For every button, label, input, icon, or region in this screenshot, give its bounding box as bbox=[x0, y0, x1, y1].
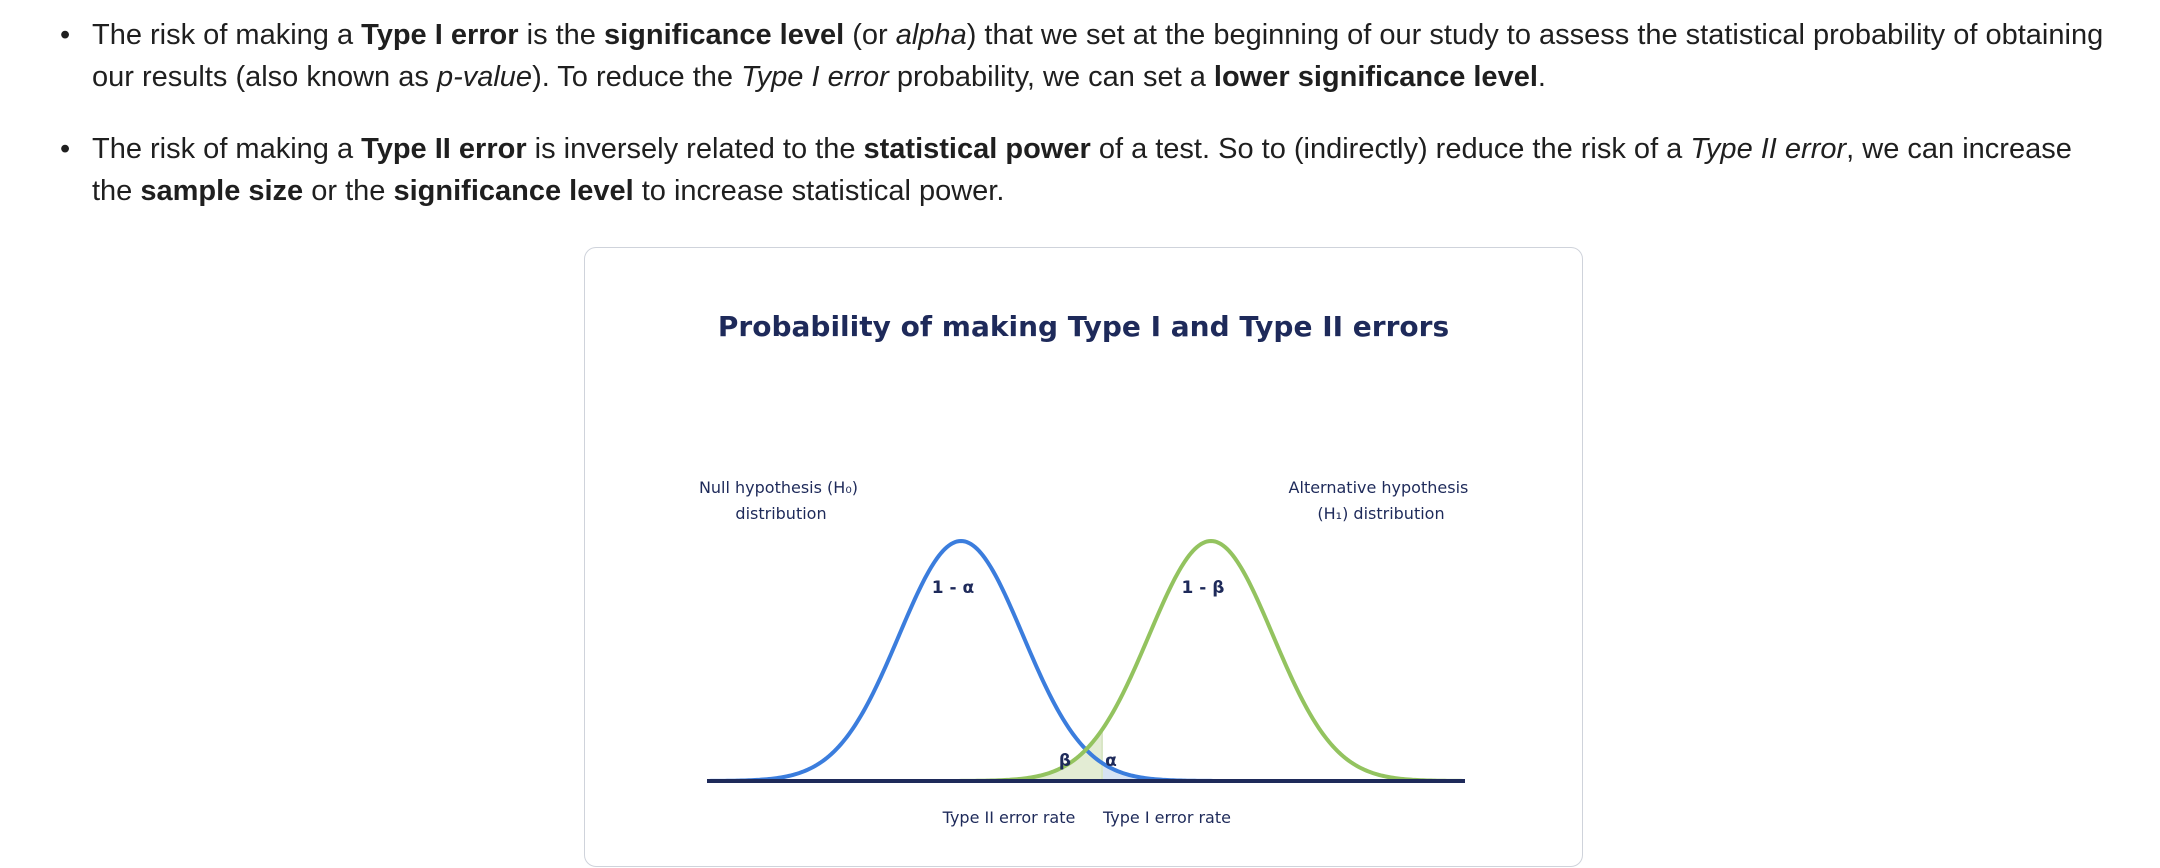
text-run: . bbox=[1537, 61, 1546, 93]
italic-term: Type II error bbox=[1690, 133, 1847, 165]
text-run: ) that we set at the beginning of our st… bbox=[92, 19, 2104, 93]
error-distribution-diagram: Null hypothesis (H₀) distribution Altern… bbox=[699, 478, 1474, 827]
bold-term: Type I error bbox=[361, 19, 519, 51]
alternative-distribution-label: Alternative hypothesis (H₁) distribution bbox=[1289, 478, 1474, 523]
text-run: (or bbox=[844, 19, 896, 51]
null-distribution-curve bbox=[706, 538, 1225, 783]
beta-symbol: β bbox=[1059, 751, 1071, 771]
text-run: to increase statistical power. bbox=[633, 175, 1005, 207]
alpha-symbol: α bbox=[1105, 751, 1117, 771]
null-distribution-label: Null hypothesis (H₀) distribution bbox=[699, 478, 863, 523]
figure-card: Probability of making Type I and Type II… bbox=[584, 247, 1583, 867]
bullet-text: The risk of making a Type I error is the… bbox=[92, 19, 2103, 93]
text-run: or the bbox=[303, 175, 394, 207]
bullet-list: • The risk of making a Type I error is t… bbox=[60, 0, 2120, 207]
bullet-item-type-ii: • The risk of making a Type II error is … bbox=[60, 128, 2120, 212]
text-run: is the bbox=[518, 19, 604, 51]
italic-term: alpha bbox=[895, 19, 967, 51]
type-i-error-rate-label: Type I error rate bbox=[1102, 808, 1231, 827]
bullet-dot: • bbox=[60, 19, 71, 51]
figure-title: Probability of making Type I and Type II… bbox=[717, 310, 1450, 343]
bullet-text: The risk of making a Type II error is in… bbox=[92, 133, 2072, 207]
text-run: of a test. So to (indirectly) reduce the… bbox=[1090, 133, 1691, 165]
one-minus-alpha-label: 1 - α bbox=[932, 578, 974, 598]
italic-term: Type I error bbox=[741, 61, 889, 93]
beta-area bbox=[965, 731, 1102, 781]
bold-term: lower significance level bbox=[1213, 61, 1538, 93]
text-run: , we can increase the bbox=[92, 133, 2072, 207]
bullet-dot: • bbox=[60, 133, 71, 165]
italic-term: p-value bbox=[436, 61, 533, 93]
bold-term: sample size bbox=[140, 175, 304, 207]
bold-term: significance level bbox=[393, 175, 634, 207]
bold-term: statistical power bbox=[863, 133, 1091, 165]
text-run: probability, we can set a bbox=[888, 61, 1214, 93]
one-minus-beta-label: 1 - β bbox=[1182, 578, 1225, 598]
text-run: The risk of making a bbox=[92, 133, 362, 165]
bold-term: significance level bbox=[604, 19, 845, 51]
text-run: ). To reduce the bbox=[532, 61, 742, 93]
type-ii-error-rate-label: Type II error rate bbox=[942, 808, 1076, 827]
text-run: The risk of making a bbox=[92, 19, 362, 51]
text-run: is inversely related to the bbox=[526, 133, 864, 165]
bold-term: Type II error bbox=[361, 133, 527, 165]
alternative-distribution-curve bbox=[944, 538, 1466, 783]
bullet-item-type-i: • The risk of making a Type I error is t… bbox=[60, 14, 2120, 98]
